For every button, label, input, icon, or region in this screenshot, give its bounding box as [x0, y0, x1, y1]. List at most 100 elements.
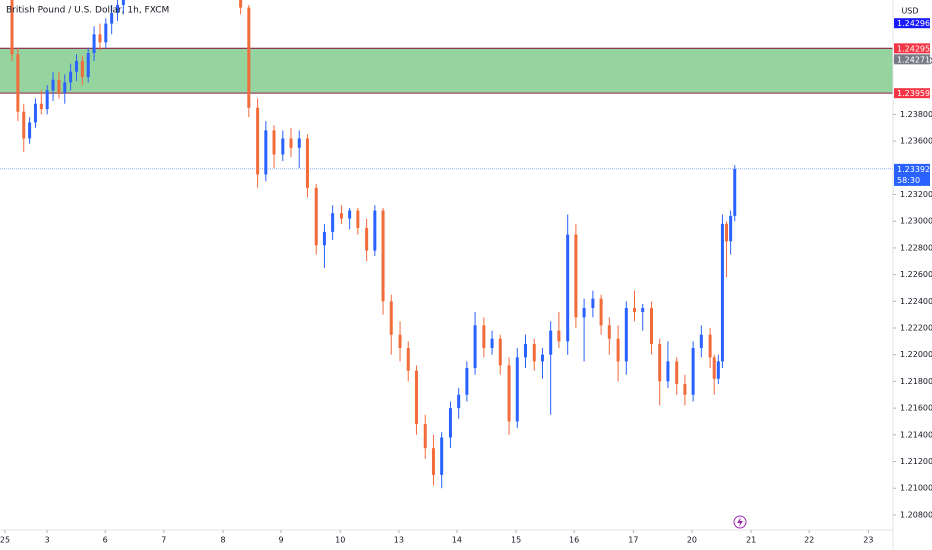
candle-body: [373, 210, 377, 251]
candle-body: [45, 90, 49, 110]
candle-body: [33, 103, 37, 123]
candle-body: [658, 344, 662, 382]
candle-body: [549, 330, 553, 355]
y-tick-label: 1.22600: [900, 270, 932, 279]
candle-body: [557, 330, 561, 342]
x-tick-label: 8: [220, 536, 225, 545]
x-tick-label: 10: [335, 536, 345, 545]
y-tick-label: 1.21600: [900, 404, 932, 413]
candle-body: [457, 394, 461, 409]
candle-body: [414, 370, 418, 425]
candle-body: [356, 210, 360, 228]
candle-body: [633, 307, 637, 312]
candle-body: [691, 348, 695, 395]
candle-body: [322, 231, 326, 246]
x-tick-label: 14: [452, 536, 462, 545]
y-tick-label: 1.22200: [900, 324, 932, 333]
candle-body: [712, 357, 716, 379]
candle-body: [566, 234, 570, 342]
price-label: 1.24295: [897, 44, 930, 53]
candle-body: [28, 122, 32, 139]
candle-body: [339, 213, 343, 219]
price-label-box: [894, 54, 930, 65]
candle-body: [607, 325, 611, 339]
countdown: 58:30: [897, 176, 920, 185]
candle-body: [256, 107, 260, 175]
x-tick-label: 20: [687, 536, 697, 545]
candle-body: [699, 334, 703, 349]
candle-body: [63, 82, 67, 94]
candle-body: [507, 365, 511, 422]
price-label: 1.24271: [897, 55, 930, 64]
candle-body: [74, 61, 78, 72]
candle-body: [381, 210, 385, 302]
candle-body: [465, 368, 469, 395]
candle-body: [473, 325, 477, 369]
candle-body: [92, 34, 96, 53]
candle-body: [582, 307, 586, 318]
x-tick-label: 13: [394, 536, 404, 545]
candle-body: [86, 53, 90, 78]
x-tick-label: 21: [746, 536, 756, 545]
candle-body: [98, 34, 102, 43]
x-tick-label: 16: [569, 536, 579, 545]
x-tick-label: 17: [628, 536, 638, 545]
candle-body: [331, 213, 335, 232]
candle-body: [398, 334, 402, 349]
x-tick-label: 9: [279, 536, 284, 545]
y-tick-label: 1.22800: [900, 243, 932, 252]
y-tick-label: 1.23000: [900, 217, 932, 226]
candle-body: [482, 325, 486, 349]
price-label: 1.24296: [897, 19, 930, 28]
x-tick-label: 6: [103, 536, 108, 545]
candle-body: [641, 307, 645, 312]
y-tick-label: 1.20800: [900, 510, 932, 519]
candle-body: [305, 138, 309, 188]
candle-body: [51, 79, 55, 91]
candle-body: [314, 187, 318, 246]
candle-body: [574, 234, 578, 318]
candle-body: [406, 348, 410, 371]
x-tick-label: 3: [45, 536, 50, 545]
candle-body: [720, 223, 724, 362]
price-label: 1.23392: [897, 165, 930, 174]
candle-body: [729, 215, 733, 242]
candle-body: [80, 61, 84, 78]
candle-body: [264, 130, 268, 175]
price-label-box: [894, 18, 930, 29]
candle-body: [540, 354, 544, 362]
x-tick-label: 7: [161, 536, 166, 545]
candle-body: [599, 298, 603, 326]
candle-body: [616, 338, 620, 362]
candle-body: [16, 54, 20, 112]
y-tick-label: 1.22400: [900, 297, 932, 306]
x-tick-label: 25: [0, 536, 10, 545]
candle-body: [708, 334, 712, 358]
candle-body: [440, 437, 444, 475]
y-tick-label: 1.21800: [900, 377, 932, 386]
candle-body: [297, 138, 301, 148]
chart-title: British Pound / U.S. Dollar, 1h, FXCM: [6, 6, 169, 16]
y-tick-label: 1.23200: [900, 190, 932, 199]
candle-body: [683, 384, 687, 395]
candle-body: [121, 0, 125, 5]
candle-body: [239, 0, 243, 8]
y-tick-label: 1.21200: [900, 457, 932, 466]
candle-body: [733, 168, 737, 216]
y-tick-label: 1.22000: [900, 350, 932, 359]
currency: USD: [901, 7, 918, 16]
candle-body: [22, 111, 26, 139]
candle-body: [675, 361, 679, 385]
price-label: 1.23959: [897, 89, 930, 98]
candle-body: [348, 210, 352, 219]
zone: [0, 48, 893, 94]
y-tick-label: 1.23600: [900, 137, 932, 146]
candle-body: [716, 361, 720, 379]
candle-body: [272, 130, 276, 155]
candle-body: [10, 0, 14, 55]
candle-body: [532, 344, 536, 362]
x-tick-label: 22: [804, 536, 814, 545]
candle-body: [69, 71, 73, 83]
candle-body: [365, 227, 369, 251]
event-icon[interactable]: [733, 515, 747, 529]
